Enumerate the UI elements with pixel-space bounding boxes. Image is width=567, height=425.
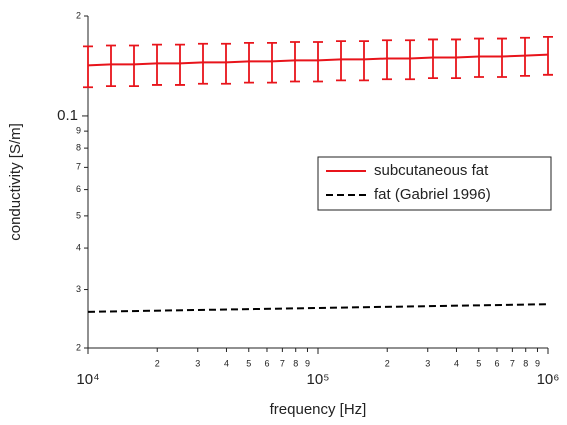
error-bar (198, 42, 209, 85)
error-bar (129, 44, 139, 87)
error-bar (290, 41, 300, 83)
error-bar (543, 36, 553, 76)
error-bar (175, 43, 186, 86)
x-tick-label: 10⁴ (76, 371, 99, 388)
y-tick-label: 4 (76, 242, 81, 252)
x-tick-label: 8 (523, 358, 528, 368)
error-bar (497, 37, 507, 78)
y-tick-label: 0.1 (57, 107, 78, 124)
x-tick-label: 4 (224, 358, 229, 368)
error-bar (428, 38, 438, 80)
x-tick-label: 5 (246, 358, 251, 368)
x-tick-label: 8 (293, 358, 298, 368)
x-tick-label: 2 (155, 358, 160, 368)
y-axis-label: conductivity [S/m] (7, 123, 24, 241)
error-bar (267, 41, 277, 84)
legend-box (317, 156, 552, 211)
legend-label: subcutaneous fat (374, 162, 489, 179)
legend-label: fat (Gabriel 1996) (374, 186, 491, 203)
error-bar (313, 41, 323, 83)
y-tick-label: 7 (76, 162, 81, 172)
x-tick-label: 10⁵ (307, 371, 330, 388)
error-bar (244, 41, 255, 84)
y-tick-label: 9 (76, 126, 81, 136)
error-bar (405, 39, 415, 81)
error-bar (336, 40, 346, 82)
x-tick-label: 5 (476, 358, 481, 368)
x-tick-label: 10⁶ (537, 371, 560, 388)
x-tick-label: 9 (535, 358, 540, 368)
error-bar (152, 43, 163, 86)
y-tick-label: 5 (76, 210, 81, 220)
x-tick-label: 4 (454, 358, 459, 368)
y-tick-label: 6 (76, 184, 81, 194)
y-tick-label: 8 (76, 142, 81, 152)
error-bar (474, 37, 484, 78)
x-tick-label: 6 (494, 358, 499, 368)
error-bar (83, 45, 93, 89)
x-tick-label: 3 (425, 358, 430, 368)
x-tick-label: 6 (264, 358, 269, 368)
error-bar (221, 42, 232, 85)
error-bar (105, 44, 116, 87)
error-bar (382, 39, 392, 81)
x-tick-label: 2 (385, 358, 390, 368)
error-bar (451, 38, 461, 80)
x-tick-label: 9 (305, 358, 310, 368)
series-line (87, 303, 549, 313)
x-axis-label: frequency [Hz] (270, 401, 367, 418)
error-bar (359, 40, 369, 82)
error-bar (520, 36, 530, 77)
x-tick-label: 3 (195, 358, 200, 368)
x-tick-label: 7 (510, 358, 515, 368)
y-tick-label: 2 (76, 10, 81, 20)
x-tick-label: 7 (280, 358, 285, 368)
y-tick-label: 3 (76, 284, 81, 294)
y-tick-label: 2 (76, 342, 81, 352)
